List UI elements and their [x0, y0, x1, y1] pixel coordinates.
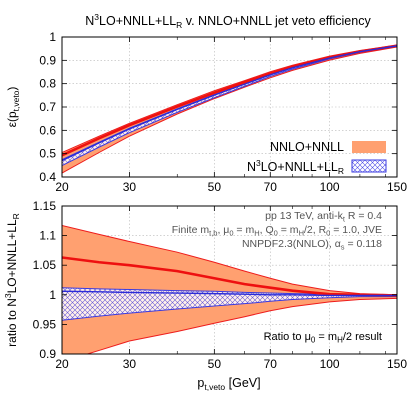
x-tick-label: 50	[208, 357, 222, 371]
top-tick-labels: 20 30 50 70 100 150 0.4 0.5 0.6 0.7 0.8 0.9 1	[39, 30, 407, 194]
y-tick-label: 0.5	[39, 147, 56, 161]
band-edge-low-n3lo	[62, 45, 397, 167]
band-n3lo	[62, 287, 397, 321]
x-tick-label: 20	[55, 357, 69, 371]
legend-swatch-nnlo-nnll	[352, 141, 386, 153]
bottom-tick-labels: 20 30 50 70 100 150 0.9 0.95 1 1.05 1.1 1.15	[33, 199, 407, 371]
top-grid	[62, 37, 397, 177]
x-tick-label: 20	[55, 180, 69, 194]
x-axis-label: pt,veto [GeV]	[197, 376, 260, 392]
x-tick-label: 30	[123, 357, 137, 371]
annotation-collider: pp 13 TeV, anti-kt R = 0.4	[265, 210, 382, 224]
y-tick-label: 1	[49, 30, 56, 44]
x-tick-label: 100	[320, 180, 340, 194]
x-tick-label: 70	[264, 180, 278, 194]
band-edge-low-nnlo-nnll	[85, 297, 397, 354]
central-line-n3lo	[62, 45, 397, 162]
bottom-bands	[62, 225, 397, 354]
legend-label-nnlo-nnll: NNLO+NNLL	[270, 140, 344, 154]
band-edge-low-n3lo	[62, 296, 397, 321]
band-nnlo-nnll	[62, 225, 397, 354]
y-tick-label: 1.1	[39, 229, 56, 243]
y-tick-label: 1.15	[33, 199, 57, 213]
legend: NNLO+NNLL N3LO+NNLL+LLR	[247, 140, 387, 176]
band-n3lo	[62, 45, 397, 166]
y-tick-label: 0.6	[39, 123, 56, 137]
y-tick-label: 0.95	[33, 317, 57, 331]
x-tick-label: 150	[387, 180, 407, 194]
legend-swatch-n3lo	[351, 159, 387, 173]
y-tick-label: 0.9	[39, 53, 56, 67]
annotation-pdf: NNPDF2.3(NNLO), αs = 0.118	[242, 238, 382, 252]
y-tick-label: 1.05	[33, 258, 57, 272]
y-tick-label: 0.8	[39, 77, 56, 91]
band-edge-low-nnlo-nnll	[62, 46, 397, 174]
annotation-scales: Finite mt,b, μ0 = mH, Q0 = mH/2, R0 = 1.…	[172, 224, 382, 238]
top-panel: 20 30 50 70 100 150 0.4 0.5 0.6 0.7 0.8 0.9 1 NNLO+N…	[5, 30, 407, 194]
y-tick-label: 1	[49, 288, 56, 302]
y-tick-label: 0.7	[39, 100, 56, 114]
x-tick-label: 30	[123, 180, 137, 194]
top-bands	[62, 44, 397, 174]
ratio-note: Ratio to μ0 = mH/2 result	[264, 331, 382, 345]
bottom-panel: 20 30 50 70 100 150 0.9 0.95 1 1.05 1.1 1.15 pp 13 …	[3, 199, 407, 371]
x-tick-label: 50	[208, 180, 222, 194]
central-line-n3lo	[62, 290, 397, 297]
top-y-axis-label: ε(pt,veto)	[5, 87, 21, 128]
x-tick-label: 150	[387, 357, 407, 371]
top-plot-frame	[61, 36, 398, 178]
central-line-nnlo-nnll	[62, 256, 397, 297]
bottom-plot-frame	[61, 205, 398, 355]
y-tick-label: 0.4	[39, 170, 56, 184]
bottom-y-axis-label: ratio to N3LO+NNLL+LLR	[3, 213, 21, 347]
y-tick-label: 0.9	[39, 347, 56, 361]
x-tick-label: 70	[264, 357, 278, 371]
legend-label-n3lo: N3LO+NNLL+LLR	[247, 158, 344, 176]
chart-title: N3LO+NNLL+LLR v. NNLO+NNLL jet veto effi…	[85, 12, 371, 30]
band-edge-high-nnlo-nnll	[62, 225, 397, 296]
x-tick-label: 100	[320, 357, 340, 371]
